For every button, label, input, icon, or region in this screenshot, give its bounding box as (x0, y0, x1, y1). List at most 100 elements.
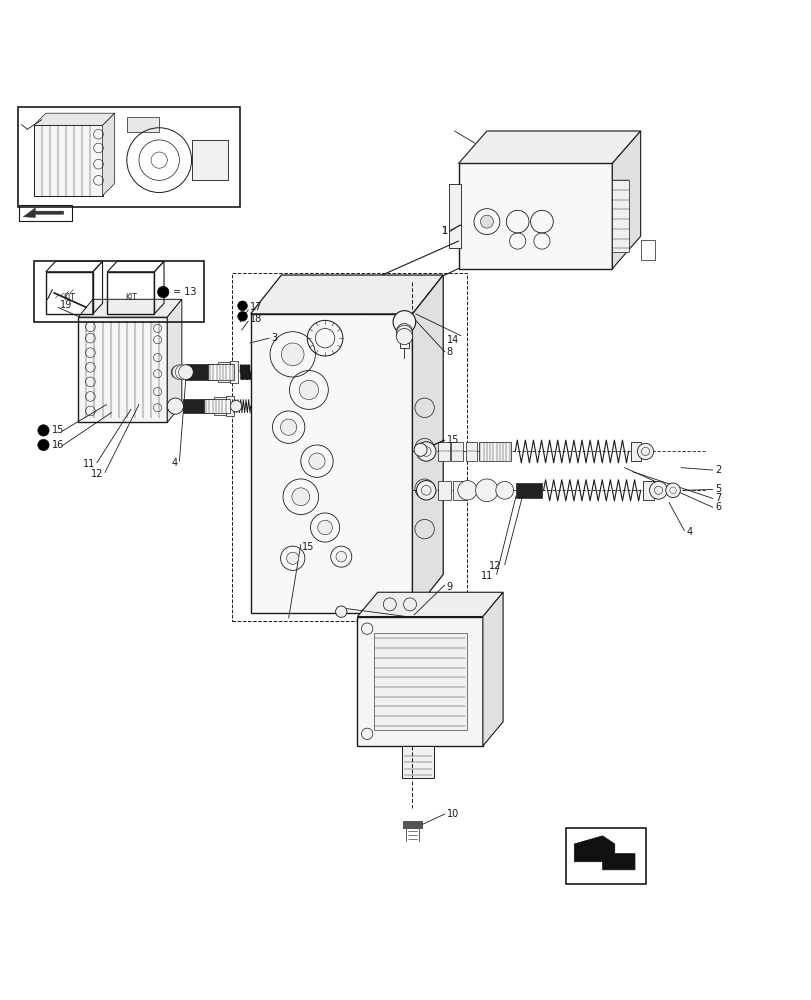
Circle shape (178, 365, 193, 379)
Circle shape (396, 325, 412, 341)
Bar (78, 317, 167, 422)
Polygon shape (573, 836, 634, 870)
Bar (516, 483, 541, 498)
Text: 16: 16 (51, 440, 64, 450)
Text: 3: 3 (272, 333, 277, 343)
Circle shape (393, 311, 415, 333)
Bar (208, 364, 234, 380)
Bar (212, 364, 218, 380)
Text: 19: 19 (59, 300, 72, 310)
Circle shape (649, 481, 667, 499)
Circle shape (475, 479, 498, 502)
Polygon shape (78, 299, 182, 317)
Polygon shape (412, 275, 443, 613)
Bar (34, 125, 102, 196)
Circle shape (286, 552, 298, 564)
Text: KIT: KIT (63, 293, 75, 302)
Text: KIT: KIT (125, 293, 136, 302)
Circle shape (396, 328, 412, 345)
Bar (466, 442, 477, 461)
Bar (18, 107, 240, 207)
Circle shape (336, 551, 346, 562)
Circle shape (38, 425, 49, 436)
Circle shape (281, 343, 303, 366)
Text: 18: 18 (250, 314, 262, 324)
Text: 8: 8 (446, 347, 452, 357)
Bar (127, 117, 159, 132)
Circle shape (157, 286, 169, 298)
Circle shape (171, 366, 184, 379)
Bar (438, 442, 449, 461)
Circle shape (38, 439, 49, 451)
Circle shape (230, 400, 242, 412)
Polygon shape (102, 113, 114, 196)
Bar (399, 333, 409, 348)
Polygon shape (483, 592, 503, 746)
Circle shape (308, 453, 324, 469)
Text: 9: 9 (446, 582, 452, 592)
Text: 2: 2 (714, 465, 720, 475)
Polygon shape (24, 208, 63, 218)
Circle shape (637, 443, 653, 460)
Bar (230, 361, 238, 383)
Circle shape (175, 365, 190, 379)
Bar (478, 442, 511, 461)
Circle shape (480, 215, 493, 228)
Bar (438, 481, 451, 500)
Bar (46, 272, 92, 314)
Text: 15: 15 (51, 425, 64, 435)
Bar (401, 746, 434, 778)
Text: 4: 4 (171, 458, 178, 468)
Bar (251, 314, 412, 613)
Bar (182, 399, 213, 413)
Circle shape (396, 324, 412, 340)
Text: 4: 4 (686, 527, 692, 537)
Text: 12: 12 (91, 469, 103, 479)
Bar (357, 617, 483, 746)
Text: 1: 1 (441, 226, 448, 236)
Circle shape (238, 311, 247, 321)
Bar (453, 481, 466, 500)
Polygon shape (458, 131, 640, 163)
Bar (107, 272, 154, 314)
Bar (565, 828, 645, 884)
Bar (642, 481, 653, 500)
Circle shape (281, 419, 296, 435)
Text: 15: 15 (446, 435, 458, 445)
Text: 17: 17 (250, 302, 262, 312)
Bar (402, 821, 422, 828)
Bar (640, 240, 654, 260)
Polygon shape (611, 131, 640, 269)
Circle shape (317, 520, 332, 535)
Text: 11: 11 (481, 571, 493, 581)
Circle shape (291, 488, 309, 506)
Text: 1: 1 (441, 226, 448, 236)
Circle shape (335, 606, 346, 617)
Circle shape (665, 483, 680, 498)
Polygon shape (357, 592, 503, 617)
Polygon shape (34, 113, 114, 125)
Bar (204, 399, 230, 413)
Circle shape (416, 481, 436, 500)
Circle shape (496, 481, 513, 499)
Text: 11: 11 (83, 459, 95, 469)
Text: 5: 5 (714, 484, 720, 494)
Text: 10: 10 (446, 809, 458, 819)
Bar (232, 273, 466, 621)
Bar (185, 364, 217, 380)
Text: = 13: = 13 (173, 287, 196, 297)
Text: 6: 6 (714, 502, 720, 512)
Bar (218, 362, 230, 382)
Bar (458, 163, 611, 269)
Text: 15: 15 (302, 542, 315, 552)
Bar (451, 442, 462, 461)
Circle shape (172, 365, 187, 379)
Text: 14: 14 (446, 335, 458, 345)
Bar (611, 180, 628, 252)
Polygon shape (251, 275, 443, 314)
Bar (226, 396, 234, 416)
Circle shape (238, 301, 247, 311)
Text: 7: 7 (714, 493, 720, 503)
Bar (373, 633, 466, 730)
Bar (214, 397, 225, 415)
